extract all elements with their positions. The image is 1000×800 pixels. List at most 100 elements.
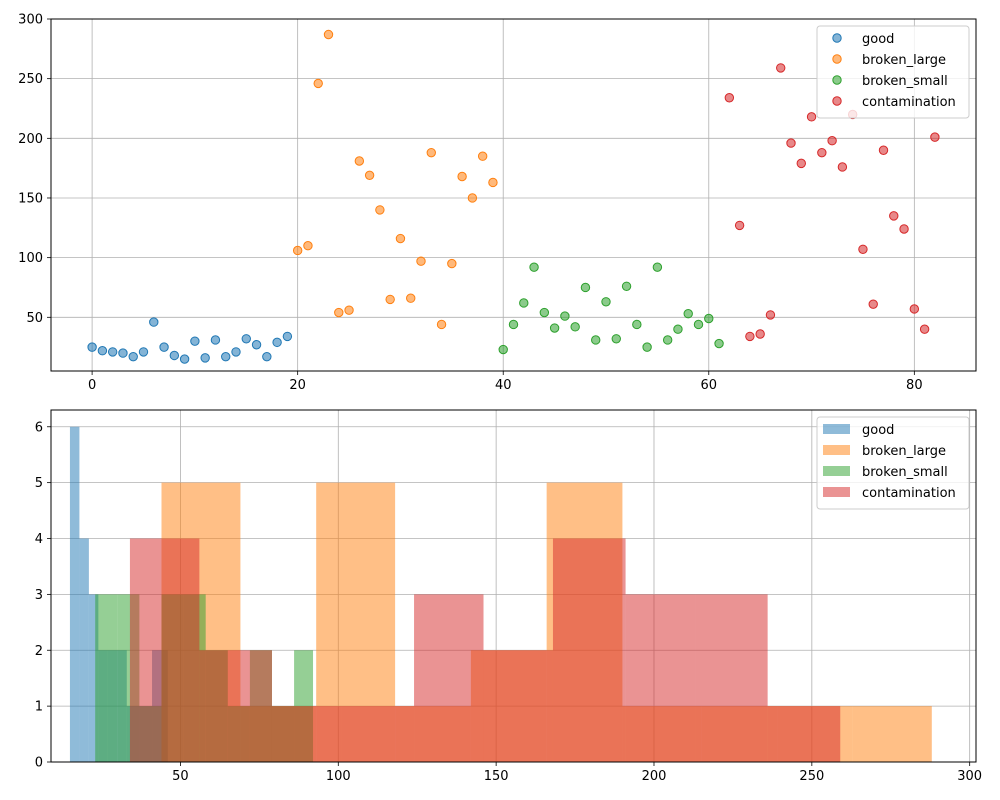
- x-tick-label: 80: [906, 378, 923, 393]
- bar-contamination: [483, 650, 553, 762]
- axes-frame: [50, 18, 977, 372]
- point-broken_small: [611, 334, 621, 344]
- series-broken_large: [292, 29, 498, 330]
- point-broken_small: [662, 335, 673, 345]
- bar-contamination: [129, 538, 200, 762]
- x-tick-label: 40: [495, 378, 512, 393]
- x-tick-label: 20: [289, 378, 306, 393]
- point-broken_small: [508, 319, 519, 330]
- bar-contamination: [341, 706, 415, 762]
- point-broken_large: [292, 245, 303, 256]
- point-good: [210, 335, 221, 345]
- histogram-plot: 50 100 150 200 250 300 0 1 2 3 4 5 6 good broken_large…: [35, 409, 982, 784]
- legend-label-good: good: [862, 423, 894, 438]
- point-broken_small: [652, 262, 663, 272]
- point-contamination: [765, 310, 776, 320]
- y-tick-label: 0: [35, 756, 43, 771]
- y-tick-label: 3: [35, 588, 43, 603]
- point-broken_large: [303, 241, 313, 251]
- point-good: [190, 336, 200, 346]
- histogram-legend: good broken_large broken_small contaminatio…: [816, 416, 970, 510]
- point-contamination: [786, 138, 796, 148]
- legend-marker-good: [832, 33, 842, 43]
- point-contamination: [930, 132, 940, 142]
- point-broken_large: [313, 78, 323, 89]
- y-tick-label: 50: [26, 311, 43, 326]
- point-broken_large: [477, 151, 488, 161]
- point-contamination: [724, 93, 735, 103]
- y-tick-label: 200: [18, 132, 43, 147]
- point-contamination: [837, 162, 848, 172]
- x-tick-label: 150: [484, 769, 509, 784]
- x-tick-label: 200: [642, 769, 667, 784]
- point-good: [169, 350, 180, 361]
- point-broken_large: [406, 293, 416, 303]
- point-contamination: [858, 244, 868, 254]
- y-tick-label: 1: [35, 700, 43, 715]
- point-contamination: [734, 220, 745, 231]
- point-good: [138, 347, 149, 357]
- point-broken_small: [642, 342, 652, 352]
- point-broken_small: [673, 324, 683, 334]
- point-good: [200, 353, 210, 363]
- point-broken_small: [570, 322, 580, 332]
- point-broken_small: [549, 323, 560, 333]
- x-tick-label: 60: [701, 378, 718, 393]
- legend-frame: [816, 25, 970, 119]
- point-broken_large: [375, 205, 385, 215]
- point-good: [221, 351, 231, 362]
- y-tick-label: 150: [18, 191, 43, 206]
- bar-contamination: [271, 706, 342, 762]
- point-good: [272, 337, 282, 348]
- point-contamination: [889, 211, 899, 221]
- point-broken_small: [683, 309, 693, 319]
- x-tick-label: 50: [172, 769, 189, 784]
- point-broken_large: [334, 307, 344, 318]
- y-tick-label: 4: [35, 532, 43, 547]
- y-tick-label: 6: [35, 420, 43, 435]
- y-tick-label: 250: [18, 72, 43, 87]
- series-broken_small: [498, 262, 724, 355]
- point-good: [262, 351, 272, 362]
- point-good: [87, 342, 97, 352]
- legend-marker-broken_small: [832, 75, 842, 85]
- point-contamination: [827, 136, 837, 146]
- y-tick-label: 100: [18, 251, 43, 266]
- legend-swatch-broken_large: [823, 445, 850, 455]
- x-tick-label: 100: [326, 769, 351, 784]
- point-good: [251, 340, 262, 350]
- bar-contamination: [767, 706, 841, 762]
- point-broken_large: [354, 156, 365, 166]
- point-broken_large: [385, 294, 395, 305]
- bar-broken_large: [852, 706, 932, 762]
- point-broken_small: [591, 335, 601, 345]
- series-contamination: [724, 63, 940, 342]
- bar-good: [69, 426, 80, 762]
- point-broken_small: [704, 313, 714, 324]
- point-broken_small: [632, 319, 642, 330]
- x-tick-label: 250: [799, 769, 824, 784]
- bar-contamination: [625, 594, 696, 762]
- point-contamination: [899, 224, 909, 234]
- legend-label-broken_small: broken_small: [862, 465, 948, 480]
- point-broken_small: [714, 338, 724, 349]
- point-broken_small: [519, 298, 529, 308]
- legend-marker-contamination: [832, 96, 842, 106]
- series-contamination: [129, 538, 841, 762]
- bar-good: [88, 594, 99, 762]
- histogram-ticks: 50 100 150 200 250 300 0 1 2 3 4 5 6: [35, 420, 982, 784]
- legend-marker-broken_large: [832, 54, 842, 64]
- point-contamination: [919, 324, 930, 334]
- legend-swatch-broken_small: [823, 466, 850, 476]
- axes-frame: [50, 409, 977, 763]
- point-broken_large: [457, 171, 467, 182]
- legend-swatch-contamination: [823, 487, 850, 497]
- y-tick-label: 5: [35, 476, 43, 491]
- point-good: [118, 348, 128, 358]
- point-broken_large: [344, 305, 354, 315]
- x-tick-label: 0: [88, 378, 96, 393]
- legend-swatch-good: [823, 424, 850, 434]
- scatter-legend: good broken_large broken_small contaminatio…: [816, 25, 970, 119]
- point-contamination: [878, 145, 889, 155]
